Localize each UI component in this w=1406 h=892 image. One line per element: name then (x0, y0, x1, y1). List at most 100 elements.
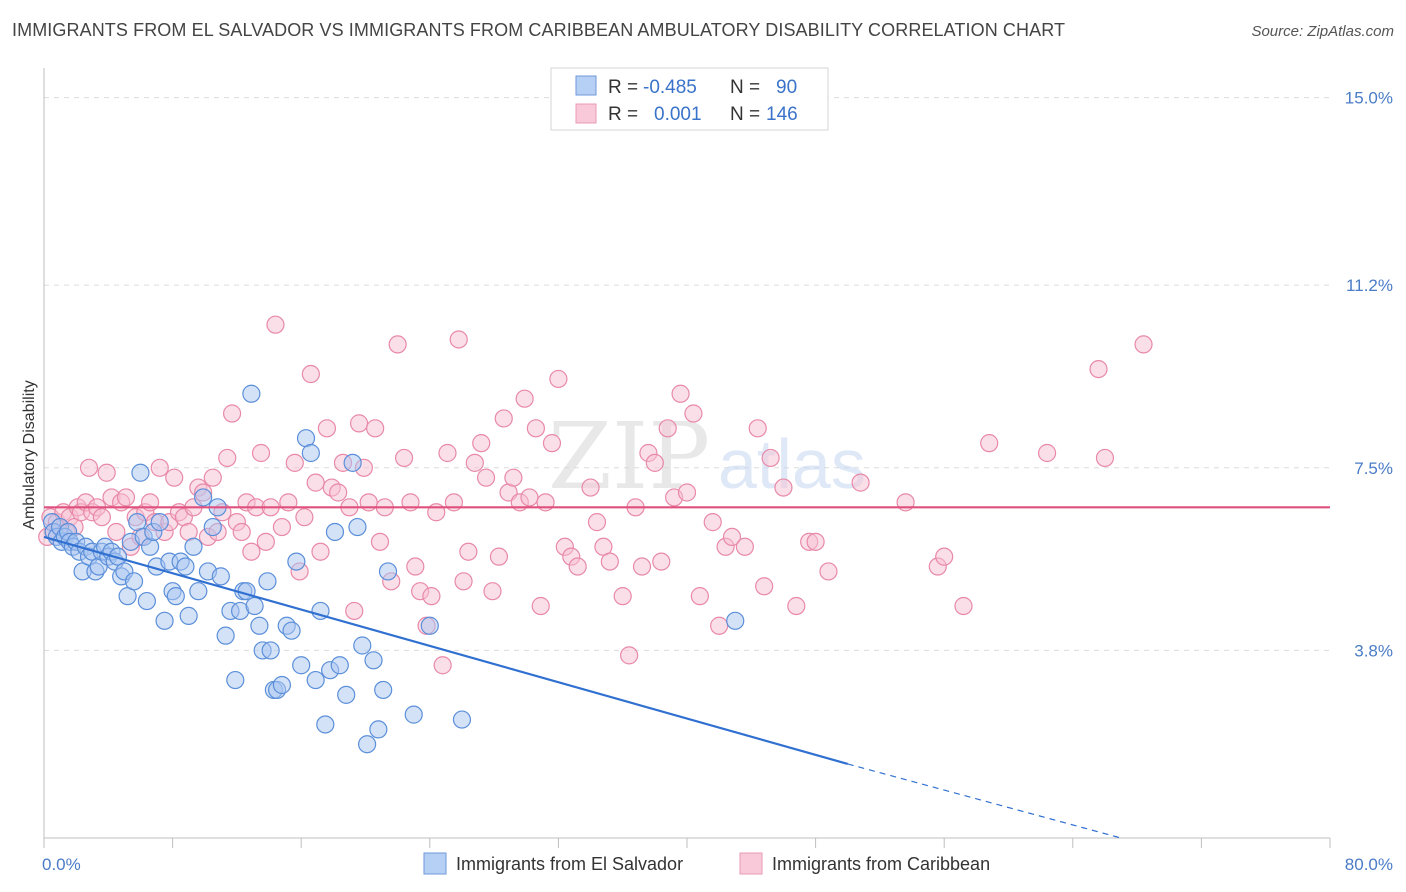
caribbean-point-82 (438, 443, 457, 463)
caribbean-point-86 (459, 542, 478, 561)
el-salvador-point-55 (237, 582, 256, 601)
el-salvador-point-45 (194, 488, 213, 507)
caribbean-point-79 (422, 587, 441, 606)
caribbean-point-132 (787, 596, 806, 616)
caribbean-point-142 (1037, 443, 1057, 463)
caribbean-point-102 (549, 369, 568, 389)
caribbean-point-109 (600, 552, 619, 571)
el-salvador-point-88 (452, 710, 472, 729)
caribbean-point-57 (301, 364, 320, 384)
caribbean-point-84 (449, 330, 468, 349)
caribbean-point-129 (755, 577, 774, 596)
caribbean-point-145 (1134, 335, 1153, 354)
series-legend: Immigrants from El Salvador Immigrants f… (423, 852, 990, 875)
caribbean-point-30 (165, 468, 184, 487)
caribbean-point-15 (92, 508, 111, 527)
caribbean-point-92 (494, 409, 513, 428)
caribbean-point-27 (150, 458, 169, 477)
el-salvador-point-43 (184, 537, 203, 556)
caribbean-point-122 (690, 587, 709, 606)
caribbean-point-115 (645, 453, 664, 472)
el-salvador-point-56 (242, 384, 261, 403)
el-salvador-point-67 (287, 552, 306, 571)
caribbean-point-119 (671, 384, 690, 403)
caribbean-point-12 (79, 458, 99, 477)
el-salvador-point-60 (258, 572, 277, 591)
el-salvador-point-64 (272, 675, 292, 695)
caribbean-point-106 (581, 478, 600, 497)
caribbean-point-58 (306, 473, 325, 492)
caribbean-point-16 (97, 463, 116, 482)
caribbean-point-140 (954, 596, 973, 616)
x-tick-label-0: 0.0% (42, 855, 81, 874)
caribbean-point-81 (433, 656, 452, 675)
caribbean-point-94 (504, 468, 523, 487)
el-salvador-point-29 (131, 463, 150, 482)
bottom-legend-label-blue: Immigrants from El Salvador (456, 854, 683, 874)
caribbean-point-54 (285, 453, 304, 472)
grid-lines (44, 97, 1330, 651)
caribbean-point-48 (251, 443, 271, 463)
el-salvador-point-41 (176, 557, 195, 576)
legend-r-value-2: 0.001 (654, 104, 702, 125)
legend-r-value-1: -0.485 (643, 77, 697, 98)
caribbean-point-127 (735, 537, 754, 556)
caribbean-point-110 (613, 587, 632, 606)
caribbean-point-70 (370, 532, 390, 551)
caribbean-point-97 (520, 488, 539, 507)
caribbean-point-111 (620, 646, 639, 665)
caribbean-point-73 (388, 335, 407, 354)
caribbean-point-20 (116, 488, 136, 507)
caribbean-point-18 (107, 522, 126, 542)
legend-r-label-1: R = (608, 77, 638, 98)
bottom-legend-swatch-pink (739, 852, 763, 875)
legend-r-label-2: R = (608, 104, 638, 125)
el-salvador-point-57 (245, 596, 264, 616)
legend-n-value-1: 90 (776, 77, 797, 98)
legend-n-label-2: N = (730, 104, 760, 125)
el-salvador-point-86 (404, 705, 423, 724)
el-salvador-point-85 (378, 562, 398, 581)
el-salvador-trend-line (43, 535, 849, 766)
caribbean-point-121 (684, 404, 703, 423)
el-salvador-points (42, 384, 745, 754)
el-salvador-point-83 (369, 720, 388, 739)
y-tick-label-2: 11.2% (1346, 276, 1393, 295)
caribbean-point-65 (345, 601, 364, 621)
caribbean-point-62 (329, 483, 348, 502)
x-tick-label-1: 80.0% (1345, 855, 1393, 874)
caribbean-point-49 (256, 532, 275, 551)
caribbean-points (38, 315, 1153, 675)
caribbean-point-85 (454, 572, 473, 591)
el-salvador-point-47 (203, 517, 222, 537)
el-salvador-point-31 (137, 591, 156, 611)
el-salvador-point-82 (364, 651, 383, 670)
y-axis-label: Ambulatory Disability (21, 380, 38, 529)
el-salvador-point-80 (353, 636, 372, 655)
legend-swatch-pink (575, 103, 597, 124)
el-salvador-trend-extension (847, 763, 1122, 839)
caribbean-point-141 (980, 434, 999, 453)
caribbean-point-87 (465, 453, 484, 472)
bottom-legend-swatch-blue (423, 852, 447, 875)
caribbean-point-56 (295, 508, 314, 527)
caribbean-point-107 (587, 513, 607, 532)
caribbean-point-69 (366, 419, 385, 438)
el-salvador-point-84 (374, 680, 393, 700)
caribbean-point-60 (317, 419, 337, 438)
caribbean-point-113 (632, 557, 652, 576)
caribbean-point-116 (652, 552, 671, 571)
caribbean-point-52 (272, 517, 292, 537)
caribbean-point-96 (515, 389, 534, 408)
legend-n-value-2: 146 (766, 104, 798, 125)
y-tick-label-0: 3.8% (1354, 641, 1393, 660)
caribbean-point-120 (677, 483, 697, 502)
el-salvador-point-77 (337, 685, 356, 704)
caribbean-point-44 (232, 522, 251, 542)
el-salvador-point-35 (150, 513, 169, 532)
el-salvador-point-81 (358, 735, 377, 754)
caribbean-point-98 (526, 419, 545, 438)
caribbean-point-41 (218, 448, 237, 468)
el-salvador-point-27 (124, 572, 144, 591)
